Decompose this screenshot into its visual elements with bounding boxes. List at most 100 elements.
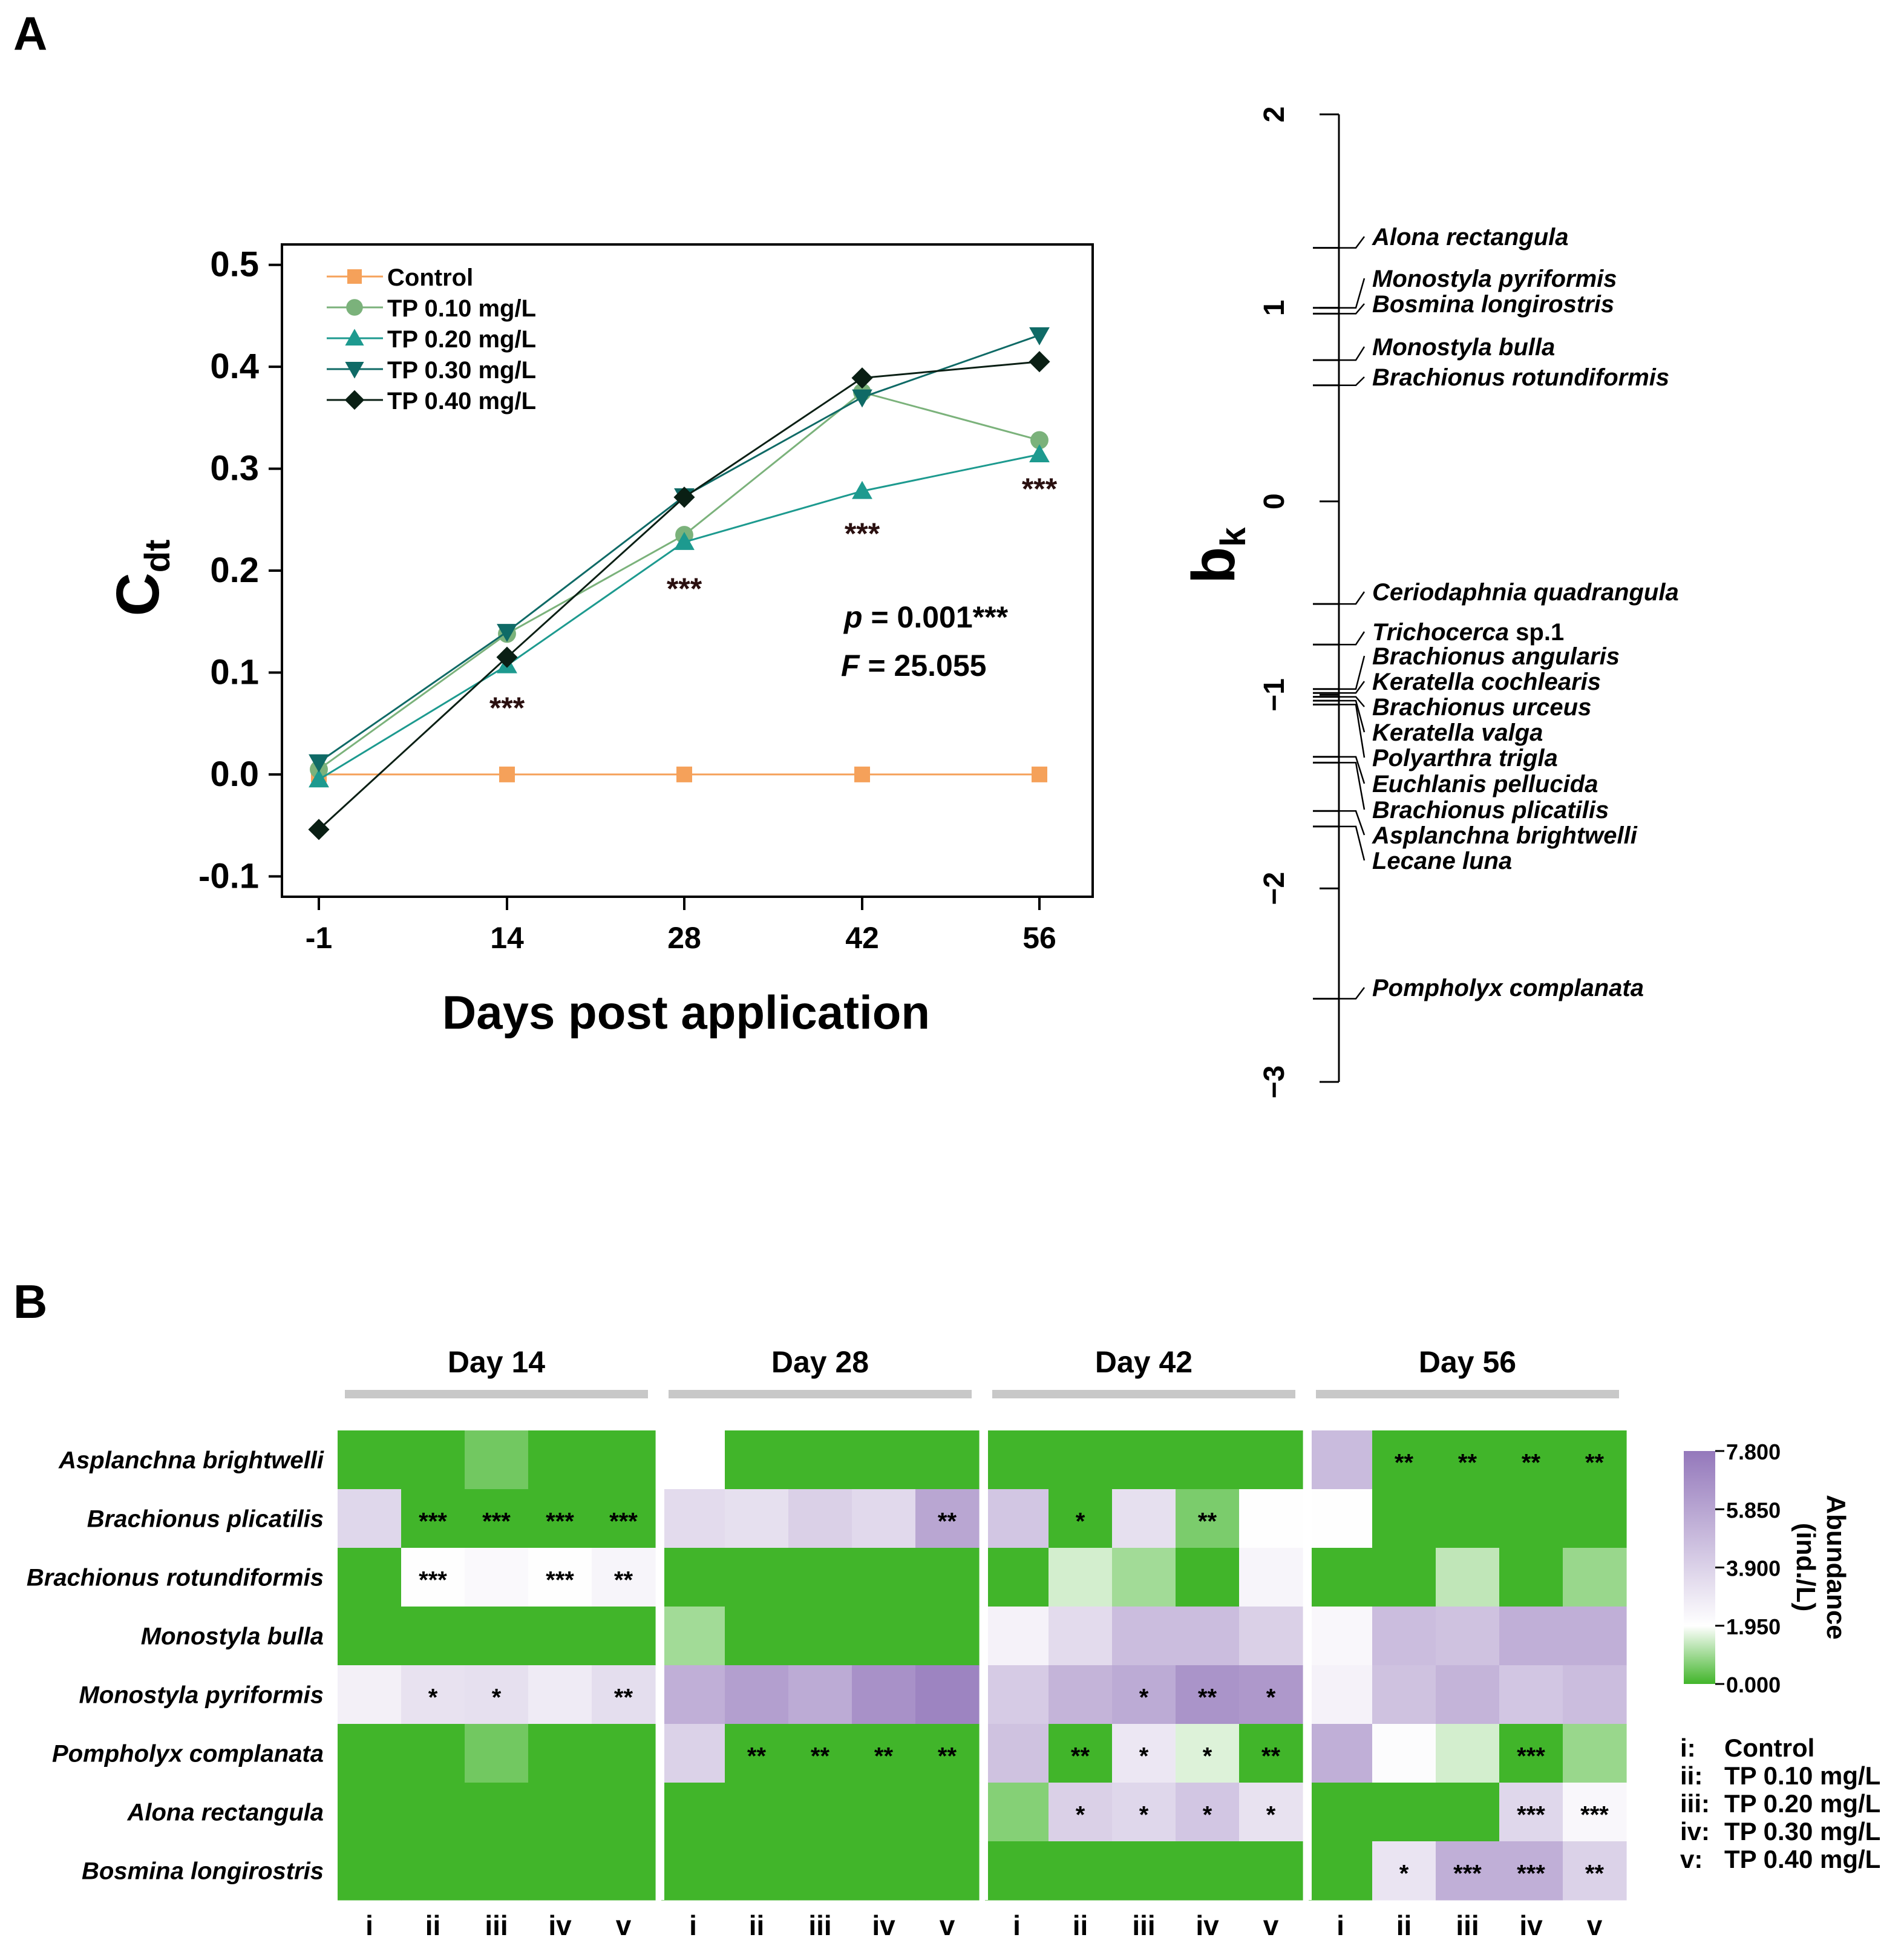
panel-label-b: B	[13, 1275, 47, 1328]
heatmap-cell	[1499, 1548, 1563, 1607]
data-point	[497, 624, 517, 642]
heatmap-cell	[852, 1841, 916, 1901]
cell-significance: **	[614, 1567, 633, 1594]
heatmap-cell	[1563, 1548, 1627, 1607]
species-name: Alona rectangula	[1372, 224, 1569, 251]
heatmap-cell	[465, 1489, 529, 1548]
day-bracket	[345, 1390, 648, 1398]
data-point	[673, 486, 695, 508]
species-8: Keratella cochlearis	[1313, 669, 1601, 695]
heatmap-cell	[338, 1841, 402, 1901]
heatmap-cell	[661, 1607, 725, 1666]
heatmap-cell	[1309, 1489, 1373, 1548]
species-1: Monostyla pyriformis	[1313, 266, 1617, 309]
heatmap-cell	[1499, 1430, 1563, 1490]
data-point	[1029, 351, 1050, 373]
cell-significance: **	[1395, 1450, 1414, 1476]
x-tick-label: 28	[667, 921, 701, 955]
species-leader	[1339, 236, 1365, 249]
f-value-text: F = 25.055	[841, 649, 986, 683]
day-header: Day 14	[448, 1345, 545, 1379]
species-leader	[1339, 699, 1366, 733]
heatmap-cell	[1372, 1665, 1436, 1725]
heatmap-cell	[915, 1430, 980, 1490]
species-0: Alona rectangula	[1313, 224, 1569, 251]
x-tick-label: 42	[845, 921, 879, 955]
heatmap-cell	[1563, 1430, 1627, 1490]
heatmap-cell	[915, 1489, 980, 1548]
heatmap-cell	[592, 1489, 656, 1548]
species-label: Lecane luna	[1372, 848, 1512, 874]
heatmap-cell	[1239, 1841, 1303, 1901]
cell-significance: ***	[546, 1567, 574, 1594]
heatmap-cell	[1372, 1430, 1436, 1490]
cell-significance: ***	[1580, 1802, 1609, 1829]
cell-significance: *	[1266, 1685, 1276, 1711]
cell-significance: *	[1076, 1802, 1085, 1829]
species-label: Pompholyx complanata	[1372, 975, 1644, 1001]
heatmap-cell	[1499, 1489, 1563, 1548]
species-leader	[1339, 696, 1365, 707]
cell-significance: ***	[1453, 1861, 1482, 1887]
cell-significance: *	[1399, 1861, 1409, 1887]
significance-stars: ***	[667, 572, 702, 606]
heatmap-cell	[592, 1783, 656, 1842]
heatmap-cell	[1372, 1841, 1436, 1901]
cell-significance: **	[811, 1743, 830, 1770]
species-label: Trichocerca sp.1	[1372, 619, 1564, 646]
y-tick-label: 0.4	[210, 347, 259, 386]
heatmap-cell	[985, 1607, 1049, 1666]
species-leader	[1339, 376, 1365, 386]
heatmap-cell	[788, 1724, 852, 1783]
species-label: Bosmina longirostris	[1372, 291, 1614, 318]
heatmap-cell	[1436, 1783, 1500, 1842]
heatmap-cell	[401, 1489, 465, 1548]
day-bracket	[992, 1390, 1295, 1398]
species-leader	[1339, 303, 1365, 315]
cell-significance: **	[1198, 1508, 1217, 1535]
day-header: Day 42	[1095, 1345, 1192, 1379]
cell-significance: *	[1203, 1802, 1212, 1829]
heatmap-cell	[1563, 1607, 1627, 1666]
column-label: iv	[548, 1910, 572, 1941]
heatmap-cell	[661, 1783, 725, 1842]
treatment-key: i: Control ii: TP 0.10 mg/L iii: TP 0.20 mg/L…	[1680, 1734, 1880, 1873]
colorbar-tick-label: 7.800	[1726, 1440, 1781, 1464]
species-name: Polyarthra trigla	[1372, 745, 1558, 771]
heatmap-cell	[1436, 1724, 1500, 1783]
species-14: Asplanchna brightwelli	[1313, 810, 1638, 849]
cell-significance: ***	[609, 1508, 638, 1535]
heatmap-cell	[661, 1489, 725, 1548]
heatmap-cell	[338, 1489, 402, 1548]
heatmap-cell	[1049, 1665, 1113, 1725]
heatmap-cell	[401, 1548, 465, 1607]
heatmap-cell	[1372, 1548, 1436, 1607]
significance-stars: ***	[489, 691, 525, 725]
heatmap-cell	[1049, 1548, 1113, 1607]
species-label: Brachionus angularis	[1372, 643, 1620, 670]
heatmap-cell	[725, 1724, 789, 1783]
heatmap-cell	[1112, 1489, 1176, 1548]
heatmap-cell	[788, 1489, 852, 1548]
colorbar-tick-label: 5.850	[1726, 1498, 1781, 1522]
species-3: Monostyla bulla	[1313, 334, 1555, 361]
heatmap-cell	[1563, 1841, 1627, 1901]
species-leader	[1339, 278, 1366, 309]
heatmap-cell	[1112, 1783, 1176, 1842]
column-label: i	[1013, 1910, 1021, 1941]
data-point	[854, 766, 870, 782]
heatmap-cell	[528, 1783, 592, 1842]
cell-significance: **	[1198, 1685, 1217, 1711]
heatmap-cell	[661, 1724, 725, 1783]
heatmap-cell	[528, 1489, 592, 1548]
heatmap-cell	[1049, 1841, 1113, 1901]
row-label: Pompholyx complanata	[52, 1741, 324, 1767]
bk-tick-label: 2	[1258, 106, 1291, 123]
heatmap-cell	[985, 1430, 1049, 1490]
heatmap-cell	[1049, 1783, 1113, 1842]
heatmap-cell	[725, 1548, 789, 1607]
data-point	[1030, 431, 1049, 450]
heatmap-cell	[1309, 1430, 1373, 1490]
bk-tick-label: −2	[1258, 872, 1291, 905]
species-label: Brachionus rotundiformis	[1372, 364, 1669, 391]
